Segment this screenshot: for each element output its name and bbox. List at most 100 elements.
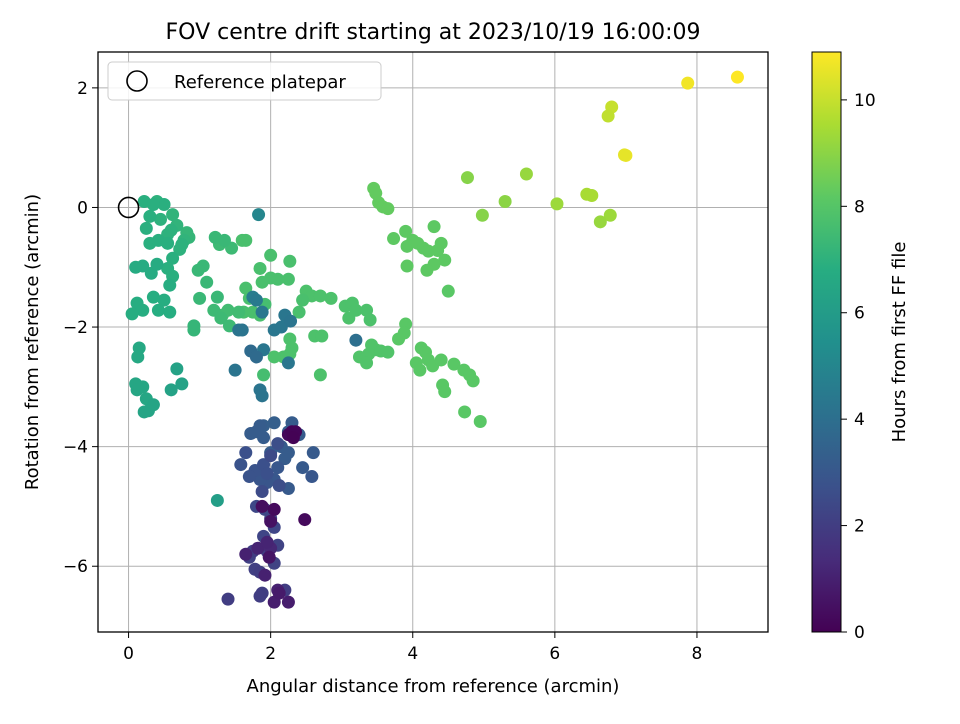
- colorbar-tick-label: 8: [854, 197, 865, 217]
- plot-frame: [97, 51, 769, 633]
- data-point: [251, 541, 265, 555]
- data-point: [244, 426, 258, 440]
- data-point: [305, 470, 319, 484]
- data-point: [260, 467, 274, 481]
- data-point: [360, 356, 374, 370]
- data-point: [146, 197, 160, 211]
- data-point: [239, 446, 253, 460]
- data-point: [242, 470, 256, 484]
- data-point: [438, 385, 452, 399]
- colorbar: 0 2 4 6 8 10 Hours from first FF file: [811, 51, 910, 643]
- data-point: [278, 452, 292, 466]
- colorbar-label: Hours from first FF file: [889, 242, 910, 443]
- data-point: [166, 251, 180, 265]
- data-point: [381, 202, 395, 216]
- data-point: [221, 592, 235, 606]
- data-point: [228, 363, 242, 377]
- data-point: [239, 281, 253, 295]
- data-point: [475, 208, 489, 222]
- data-point: [315, 329, 329, 343]
- data-point: [217, 233, 231, 247]
- data-point: [438, 253, 452, 267]
- data-point: [441, 284, 455, 298]
- data-point: [150, 257, 164, 271]
- data-point: [249, 350, 263, 364]
- data-points: [125, 70, 744, 609]
- data-point: [255, 389, 269, 403]
- data-point: [466, 374, 480, 388]
- data-point: [214, 311, 228, 325]
- data-point: [324, 291, 338, 305]
- data-point: [274, 320, 288, 334]
- data-point: [272, 479, 286, 493]
- data-point: [157, 197, 171, 211]
- data-point: [187, 323, 201, 337]
- data-point: [260, 535, 274, 549]
- data-point: [262, 550, 276, 564]
- y-axis-ticks: −6 −4 −2 0 2: [63, 79, 98, 577]
- data-point: [292, 305, 306, 319]
- data-point: [175, 377, 189, 391]
- data-point: [264, 248, 278, 262]
- data-point: [593, 215, 607, 229]
- data-point: [434, 353, 448, 367]
- data-point: [210, 493, 224, 507]
- data-point: [136, 303, 150, 317]
- data-point: [170, 362, 184, 376]
- data-point: [363, 313, 377, 327]
- data-point: [253, 261, 267, 275]
- data-point: [281, 272, 295, 286]
- data-point: [342, 311, 356, 325]
- data-point: [392, 332, 406, 346]
- y-tick-label: −4: [63, 438, 88, 458]
- data-point: [129, 260, 143, 274]
- data-point: [255, 305, 269, 319]
- data-point: [550, 197, 564, 211]
- data-point: [151, 303, 165, 317]
- data-point: [173, 242, 187, 256]
- x-tick-label: 4: [407, 644, 418, 664]
- colorbar-tick-label: 6: [854, 304, 865, 324]
- data-point: [163, 305, 177, 319]
- y-tick-label: 0: [77, 198, 88, 218]
- data-point: [283, 254, 297, 268]
- data-point: [249, 293, 263, 307]
- reference-platepar-marker: [117, 196, 140, 219]
- legend-box: [107, 61, 382, 101]
- x-axis-ticks: 0 2 4 6 8: [123, 632, 702, 664]
- data-point: [271, 437, 285, 451]
- data-point: [146, 290, 160, 304]
- y-axis-label: Rotation from reference (arcmin): [22, 194, 43, 490]
- data-point: [258, 568, 272, 582]
- data-point: [239, 547, 253, 561]
- legend-entry-label: Reference platepar: [174, 72, 346, 93]
- x-tick-label: 2: [265, 644, 276, 664]
- x-tick-label: 8: [692, 644, 703, 664]
- data-point: [271, 461, 285, 475]
- data-point: [272, 586, 286, 600]
- colorbar-tick-label: 2: [854, 517, 865, 537]
- chart-title: FOV centre drift starting at 2023/10/19 …: [166, 20, 701, 45]
- data-point: [131, 350, 145, 364]
- data-point: [257, 368, 271, 382]
- data-point: [157, 293, 171, 307]
- y-tick-label: −2: [63, 318, 88, 338]
- data-point: [284, 314, 298, 328]
- data-point: [154, 212, 168, 226]
- data-point: [458, 405, 472, 419]
- data-point: [235, 233, 249, 247]
- data-point: [161, 236, 175, 250]
- data-point: [381, 345, 395, 359]
- y-tick-label: 2: [77, 79, 88, 99]
- data-point: [255, 275, 269, 289]
- data-point: [166, 208, 180, 222]
- x-tick-label: 6: [549, 644, 560, 664]
- data-point: [413, 363, 427, 377]
- colorbar-gradient: [811, 51, 842, 633]
- data-point: [264, 514, 278, 528]
- data-point: [387, 232, 401, 246]
- data-point: [136, 380, 150, 394]
- data-point: [585, 189, 599, 203]
- data-point: [473, 415, 487, 429]
